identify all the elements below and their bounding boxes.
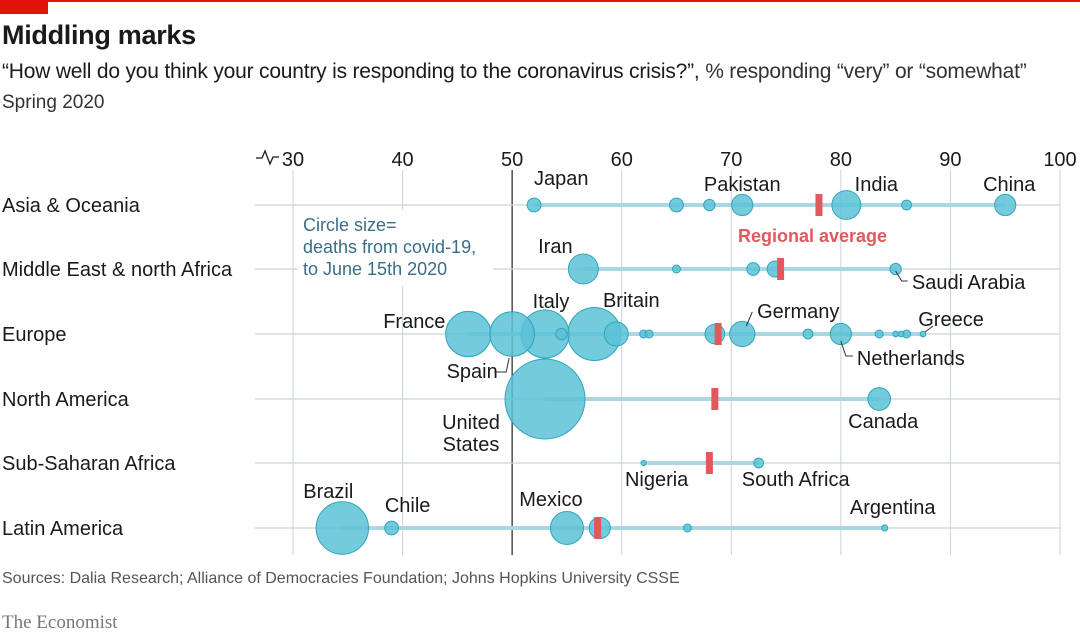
country-dot — [919, 330, 927, 338]
leader-line — [494, 357, 510, 373]
country-label: Germany — [757, 301, 839, 323]
country-dot — [897, 330, 905, 338]
country-label: Iran — [538, 236, 572, 258]
country-label: Canada — [848, 411, 919, 433]
region-label: Middle East & north Africa — [2, 259, 233, 281]
leader-line — [924, 325, 934, 333]
regional-average-marker — [705, 452, 713, 474]
country-dot — [892, 330, 899, 338]
country-label: Italy — [533, 291, 570, 313]
country-dot — [640, 459, 647, 467]
country-label: France — [383, 311, 445, 333]
country-dot — [731, 193, 754, 217]
brand-tag — [0, 0, 48, 14]
leader-line — [745, 311, 753, 327]
country-label: Nigeria — [625, 469, 689, 491]
country-label: South Africa — [742, 469, 851, 491]
country-dot — [672, 264, 681, 274]
regional-average-marker — [815, 194, 823, 216]
country-dot — [703, 198, 716, 212]
country-dot — [445, 310, 492, 358]
country-dot — [549, 511, 584, 545]
country-label: Chile — [385, 495, 431, 517]
brand-logo: The Economist — [2, 612, 118, 633]
region-label: North America — [2, 389, 130, 411]
country-dot — [729, 320, 756, 348]
country-dot — [881, 524, 889, 532]
country-dot — [603, 321, 629, 347]
country-label: China — [983, 174, 1036, 196]
country-dot — [889, 262, 902, 276]
x-tick-label: 40 — [391, 149, 413, 171]
country-dot — [746, 262, 761, 276]
region-label: Latin America — [2, 518, 124, 540]
x-tick-label: 90 — [939, 149, 961, 171]
leader-line — [840, 340, 853, 357]
country-dot — [831, 190, 862, 220]
country-label: States — [443, 434, 500, 456]
region-label: Sub-Saharan Africa — [2, 453, 176, 475]
size-legend-text: to June 15th 2020 — [303, 259, 447, 279]
country-label: Netherlands — [857, 348, 965, 370]
country-label: Argentina — [850, 497, 936, 519]
source-note: Sources: Dalia Research; Alliance of Dem… — [2, 570, 680, 587]
country-label: Pakistan — [704, 174, 781, 196]
unit-label: % responding “very” or “somewhat” — [699, 60, 1027, 83]
country-dot — [867, 387, 892, 411]
x-tick-label: 80 — [830, 149, 852, 171]
country-dot — [555, 327, 568, 341]
country-dot — [644, 329, 654, 339]
country-dot — [669, 197, 684, 213]
country-label: Saudi Arabia — [912, 272, 1026, 294]
country-dot — [567, 253, 599, 285]
x-tick-label: 30 — [282, 149, 304, 171]
country-dot — [753, 457, 765, 469]
size-legend-text: deaths from covid-19, — [303, 237, 476, 257]
regional-average-marker — [714, 323, 722, 345]
country-label: Brazil — [303, 481, 353, 503]
country-dot — [874, 329, 884, 339]
top-rule — [0, 0, 1080, 2]
country-label: United — [442, 412, 500, 434]
x-tick-label: 70 — [720, 149, 742, 171]
regional-average-marker — [594, 517, 602, 539]
country-dot — [682, 523, 692, 533]
country-label: Spain — [447, 361, 498, 383]
country-dot — [994, 193, 1017, 217]
country-label: Mexico — [519, 489, 582, 511]
regional-average-marker — [777, 258, 785, 280]
survey-question: “How well do you think your country is r… — [2, 60, 700, 83]
size-legend-text: Circle size= — [303, 215, 397, 235]
axis-break-icon — [256, 149, 279, 166]
country-label: Britain — [603, 290, 660, 312]
x-tick-label: 100 — [1043, 149, 1076, 171]
country-dot — [504, 358, 586, 440]
country-dot — [489, 311, 535, 357]
country-dot — [829, 322, 852, 346]
period-label: Spring 2020 — [2, 92, 105, 113]
region-label: Asia & Oceania — [2, 195, 141, 217]
region-label: Europe — [2, 324, 67, 346]
x-tick-label: 50 — [501, 149, 523, 171]
country-dot — [384, 520, 400, 536]
country-label: Greece — [918, 309, 984, 331]
regional-average-label: Regional average — [738, 226, 887, 246]
country-label: Japan — [534, 168, 589, 190]
country-dot — [526, 197, 542, 213]
country-dot — [901, 199, 912, 211]
country-dot — [315, 501, 370, 555]
country-label: India — [855, 174, 899, 196]
leader-line — [895, 270, 908, 282]
x-tick-label: 60 — [611, 149, 633, 171]
chart-subtitle: “How well do you think your country is r… — [2, 60, 1027, 84]
chart-title: Middling marks — [2, 20, 196, 50]
size-legend-panel — [298, 210, 493, 286]
country-dot — [802, 328, 814, 340]
regional-average-marker — [711, 388, 719, 410]
